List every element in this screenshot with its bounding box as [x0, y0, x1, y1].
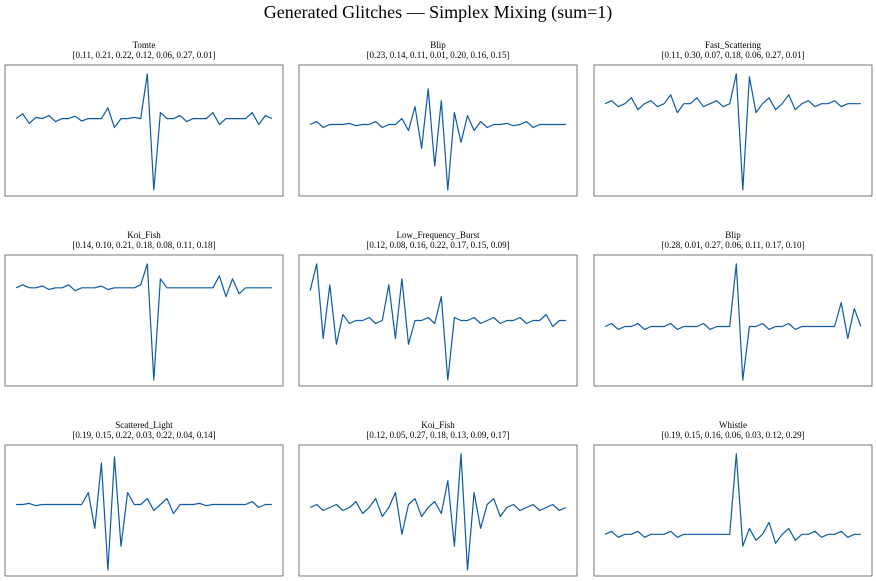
subplot-title: Koi_Fish [127, 230, 161, 240]
subplot-subtitle: [0.19, 0.15, 0.16, 0.06, 0.03, 0.12, 0.2… [661, 430, 804, 440]
waveform [15, 263, 272, 381]
subplot-title: Whistle [719, 420, 747, 430]
subplot-title: Fast_Scattering [705, 40, 761, 50]
axes-frame [4, 444, 284, 577]
waveform [309, 263, 566, 381]
subplot-title: Tomte [133, 40, 156, 50]
waveform [309, 453, 567, 571]
axes-frame [298, 254, 578, 387]
subplot-title: Scattered_Light [115, 420, 173, 430]
axes-frame [593, 444, 873, 577]
subplot-subtitle: [0.28, 0.01, 0.27, 0.06, 0.11, 0.17, 0.1… [662, 240, 805, 250]
subplot-subtitle: [0.12, 0.08, 0.16, 0.22, 0.17, 0.15, 0.0… [366, 240, 509, 250]
axes-frame [593, 64, 873, 197]
axes-frame [298, 444, 578, 577]
axes-frame [4, 64, 284, 197]
waveform [16, 456, 272, 571]
subplot-subtitle: [0.19, 0.15, 0.22, 0.03, 0.22, 0.04, 0.1… [72, 430, 215, 440]
subplot-title: Blip [725, 230, 741, 240]
waveform [309, 88, 566, 191]
waveform [604, 453, 861, 547]
axes-frame [593, 254, 873, 387]
axes-frame [298, 64, 578, 197]
subplot-title: Low_Frequency_Burst [397, 230, 480, 240]
axes-frame [4, 254, 284, 387]
subplot-subtitle: [0.11, 0.21, 0.22, 0.12, 0.06, 0.27, 0.0… [73, 50, 216, 60]
figure-title: Generated Glitches — Simplex Mixing (sum… [264, 2, 613, 23]
subplot-subtitle: [0.23, 0.14, 0.11, 0.01, 0.20, 0.16, 0.1… [367, 50, 510, 60]
subplot-subtitle: [0.14, 0.10, 0.21, 0.18, 0.08, 0.11, 0.1… [73, 240, 216, 250]
subplot-subtitle: [0.12, 0.05, 0.27, 0.18, 0.13, 0.09, 0.1… [366, 430, 509, 440]
subplot-subtitle: [0.11, 0.30, 0.07, 0.18, 0.06, 0.27, 0.0… [662, 50, 805, 60]
waveform [604, 263, 862, 381]
subplot-title: Koi_Fish [421, 420, 455, 430]
waveform [604, 73, 861, 191]
waveform [15, 73, 273, 191]
subplot-title: Blip [430, 40, 446, 50]
